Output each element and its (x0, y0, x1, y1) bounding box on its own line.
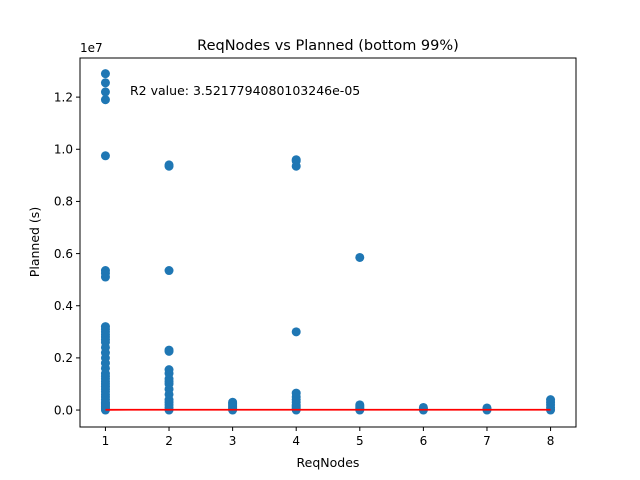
x-tick-label: 1 (102, 434, 110, 448)
data-point (291, 155, 301, 165)
x-tick-label: 4 (292, 434, 300, 448)
data-point (164, 266, 174, 276)
x-tick-label: 6 (420, 434, 428, 448)
points-layer (100, 69, 556, 415)
x-tick-label: 7 (483, 434, 491, 448)
y-tick-label: 0.6 (54, 247, 73, 261)
r2-annotation: R2 value: 3.5217794080103246e-05 (130, 83, 360, 98)
x-ticks: 1 2 3 4 5 6 7 8 (102, 427, 555, 448)
y-axis-label: Planned (s) (27, 207, 42, 277)
data-point (100, 69, 110, 79)
data-point (164, 365, 174, 375)
data-point (228, 397, 238, 407)
y-tick-label: 0.4 (54, 299, 73, 313)
data-point (164, 345, 174, 355)
y-tick-label: 1.0 (54, 143, 73, 157)
data-point (100, 78, 110, 88)
data-point (100, 322, 110, 332)
data-point (291, 388, 301, 398)
y-tick-label: 0.0 (54, 403, 73, 417)
data-point (100, 87, 110, 97)
data-point (100, 95, 110, 105)
y-offset-label: 1e7 (80, 41, 103, 55)
y-tick-label: 0.8 (54, 195, 73, 209)
data-point (291, 327, 301, 337)
data-point (164, 160, 174, 170)
data-point (100, 266, 110, 276)
x-tick-label: 8 (547, 434, 555, 448)
x-tick-label: 5 (356, 434, 364, 448)
y-tick-label: 0.2 (54, 351, 73, 365)
data-point (355, 252, 365, 262)
data-point (482, 403, 492, 413)
x-axis-label: ReqNodes (297, 455, 360, 470)
y-ticks: 0.0 0.2 0.4 0.6 0.8 1.0 1.2 (54, 90, 80, 417)
data-point (355, 400, 365, 410)
plot-area (80, 58, 576, 427)
y-tick-label: 1.2 (54, 90, 73, 104)
data-point (546, 395, 556, 405)
x-tick-label: 3 (229, 434, 237, 448)
x-tick-label: 2 (165, 434, 173, 448)
data-point (100, 151, 110, 161)
chart-title: ReqNodes vs Planned (bottom 99%) (197, 38, 459, 54)
plot-frame (79, 57, 577, 428)
